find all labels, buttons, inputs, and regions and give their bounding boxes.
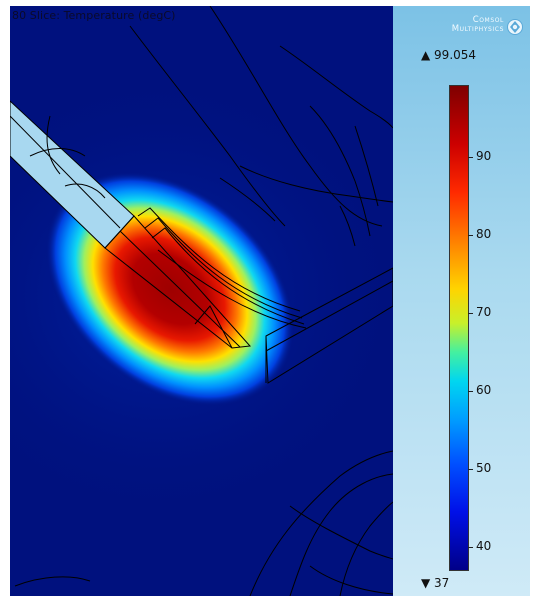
colorbar-tick (468, 234, 473, 236)
comsol-logo: Comsol Multiphysics (416, 14, 526, 40)
comsol-logo-icon (507, 19, 523, 35)
colorbar-tick-label: 70 (476, 304, 492, 319)
legend-max-label: ▲ 99.054 (421, 48, 477, 62)
plot-title: 80 Slice: Temperature (degC) (12, 9, 176, 22)
colorbar-tick (468, 468, 473, 470)
colorbar-tick-label: 80 (476, 226, 492, 241)
legend-min-label: ▼ 37 (421, 576, 450, 590)
colorbar-tick (468, 390, 473, 392)
colorbar-tick (468, 156, 473, 158)
temperature-plot-area[interactable]: 80 Slice: Temperature (degC) (10, 6, 393, 596)
tissue-boundaries (14, 6, 393, 596)
temperature-field (10, 6, 393, 596)
colorbar-tick (468, 312, 473, 314)
electrode-holder (137, 207, 393, 384)
colorbar-tick-label: 90 (476, 148, 492, 163)
colorbar-tick-label: 60 (476, 382, 492, 397)
colorbar (449, 85, 469, 571)
colorbar-tick-label: 50 (476, 460, 492, 475)
colorbar-tick-label: 40 (476, 538, 492, 553)
legend-panel: Comsol Multiphysics ▲ 99.054 90 80 70 60 50 4… (393, 6, 530, 596)
colorbar-tick (468, 546, 473, 548)
probe (10, 100, 252, 349)
logo-line-1: Comsol (472, 15, 504, 25)
logo-line-2: Multiphysics (451, 24, 504, 34)
